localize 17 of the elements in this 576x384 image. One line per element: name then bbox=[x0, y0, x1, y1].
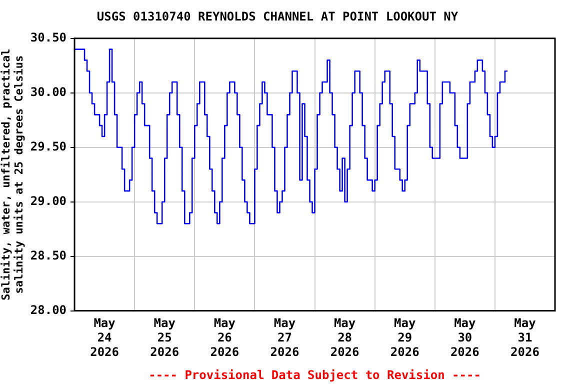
x-tick-label: May 24 2026 bbox=[90, 316, 120, 359]
y-tick-label: 28.00 bbox=[30, 302, 67, 317]
y-tick-label: 29.50 bbox=[30, 139, 67, 154]
y-tick-label: 29.00 bbox=[30, 194, 67, 208]
y-tick-label: 30.00 bbox=[30, 85, 67, 100]
text: ---- Provisional Data Subject to Revision ---- bbox=[148, 368, 481, 382]
y-tick-label: 30.50 bbox=[30, 30, 67, 45]
x-tick-label: May 26 2026 bbox=[210, 316, 240, 359]
x-tick-label: May 28 2026 bbox=[330, 316, 360, 359]
x-tick-label: May 27 2026 bbox=[270, 316, 300, 359]
x-tick-label: May 25 2026 bbox=[150, 316, 180, 359]
x-tick-label: May 29 2026 bbox=[390, 316, 420, 359]
x-tick-label: May 31 2026 bbox=[510, 316, 540, 359]
y-axis-title: Salinity, water, unfiltered, practical salinity units at 25 degrees Celsius bbox=[0, 48, 26, 300]
y-tick-label: 28.50 bbox=[30, 248, 67, 262]
chart-title: USGS 01310740 REYNOLDS CHANNEL AT POINT LOOKOUT NY bbox=[96, 9, 459, 24]
x-tick-label: May 30 2026 bbox=[450, 316, 480, 359]
